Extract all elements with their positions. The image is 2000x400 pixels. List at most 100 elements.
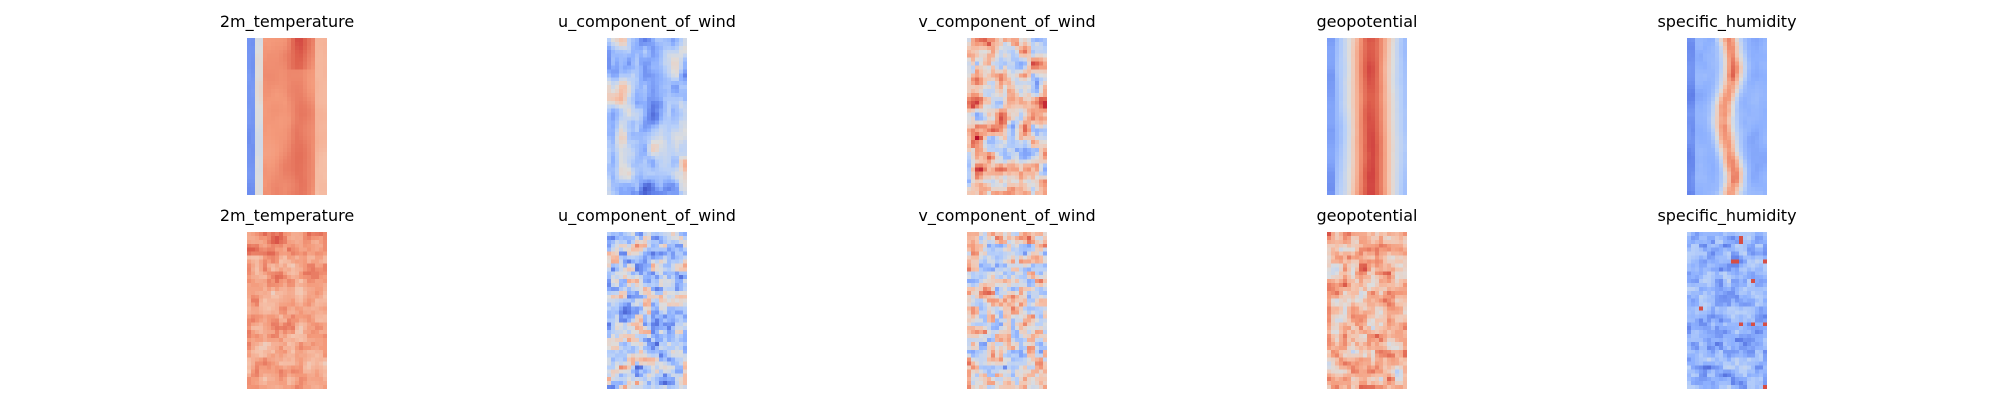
heatmap-cell [1387,45,1392,50]
heatmap-cell [307,163,312,168]
heatmap-cell [1743,104,1748,109]
heatmap-cell [1715,108,1720,113]
heatmap-cell [291,140,296,145]
heatmap-cell [999,155,1004,160]
heatmap-cell [1043,61,1047,66]
heatmap-cell [1011,132,1016,137]
heatmap-cell [295,69,300,74]
heatmap-cell [683,116,687,121]
heatmap-cell [1751,41,1756,46]
heatmap-cell [635,57,640,62]
heatmap-cell [995,45,1000,50]
heatmap-cell [255,337,260,342]
heatmap-cell [1007,96,1012,101]
heatmap-cell [291,294,296,299]
heatmap-cell [1395,108,1400,113]
heatmap-cell [251,85,256,90]
heatmap-cell [287,45,292,50]
heatmap-cell [663,255,668,260]
heatmap-cell [615,147,620,152]
heatmap-cell [1731,132,1736,137]
heatmap-cell [1031,175,1036,180]
heatmap-cell [1715,45,1720,50]
heatmap-cell [623,235,628,240]
heatmap-cell [671,45,676,50]
heatmap-cell [1731,81,1736,86]
heatmap-cell [1715,151,1720,156]
heatmap-cell [267,373,272,378]
heatmap-cell [1379,155,1384,160]
heatmap-cell [1003,104,1008,109]
heatmap-cell [975,57,980,62]
heatmap-cell [655,53,660,58]
heatmap-cell [631,179,636,184]
heatmap-cell [611,159,616,164]
heatmap-cell [1351,136,1356,141]
heatmap-cell [303,159,308,164]
heatmap-cell [259,124,264,129]
heatmap-cell [615,92,620,97]
heatmap-cell [967,136,972,141]
heatmap-cell [259,337,264,342]
heatmap-cell [291,77,296,82]
heatmap-cell [663,239,668,244]
heatmap-cell [295,132,300,137]
heatmap-cell [1387,77,1392,82]
heatmap-cell [1715,163,1720,168]
heatmap-cell [299,96,304,101]
heatmap-cell [315,69,320,74]
heatmap-cell [1695,136,1700,141]
heatmap-cell [303,77,308,82]
heatmap-cell [1719,167,1724,172]
heatmap-cell [271,85,276,90]
heatmap-cell [1343,151,1348,156]
heatmap-cell [259,239,264,244]
heatmap-cell [1379,89,1384,94]
heatmap-cell [607,232,612,237]
heatmap-cell [247,57,252,62]
heatmap-cell [1035,183,1040,188]
heatmap-cell [1687,187,1692,192]
heatmap-cell [1707,159,1712,164]
heatmap-cell [1003,108,1008,113]
heatmap-cell [255,369,260,374]
heatmap-cell [295,369,300,374]
heatmap-cell [1379,77,1384,82]
heatmap-cell [659,61,664,66]
heatmap-cell [1723,65,1728,70]
heatmap-cell [303,243,308,248]
heatmap-cell [1355,61,1360,66]
heatmap-cell [1347,124,1352,129]
heatmap-cell [627,49,632,54]
heatmap-cell [1039,77,1044,82]
heatmap-cell [323,286,327,291]
heatmap-cell [1735,183,1740,188]
heatmap-cell [1763,41,1767,46]
heatmap-cell [651,92,656,97]
heatmap-cell [643,163,648,168]
heatmap-cell [1759,163,1764,168]
heatmap-cell [319,136,324,141]
heatmap-cell [311,243,316,248]
heatmap-cell [283,263,288,268]
heatmap-cell [1731,89,1736,94]
heatmap-cell [607,175,612,180]
heatmap-cell [1011,140,1016,145]
heatmap-cell [1371,61,1376,66]
heatmap-cell [263,140,268,145]
heatmap-cell [671,124,676,129]
heatmap-cell [1763,38,1767,43]
heatmap-cell [291,349,296,354]
heatmap-cell [635,38,640,43]
heatmap-cell [1027,53,1032,58]
heatmap-cell [1379,108,1384,113]
heatmap-cell [1395,61,1400,66]
heatmap-cell [291,53,296,58]
heatmap-cell [675,92,680,97]
heatmap-cell [1707,124,1712,129]
heatmap-cell [267,163,272,168]
heatmap-cell [659,235,664,240]
heatmap-cell [1383,81,1388,86]
heatmap-cell [1351,140,1356,145]
heatmap-cell [1343,61,1348,66]
